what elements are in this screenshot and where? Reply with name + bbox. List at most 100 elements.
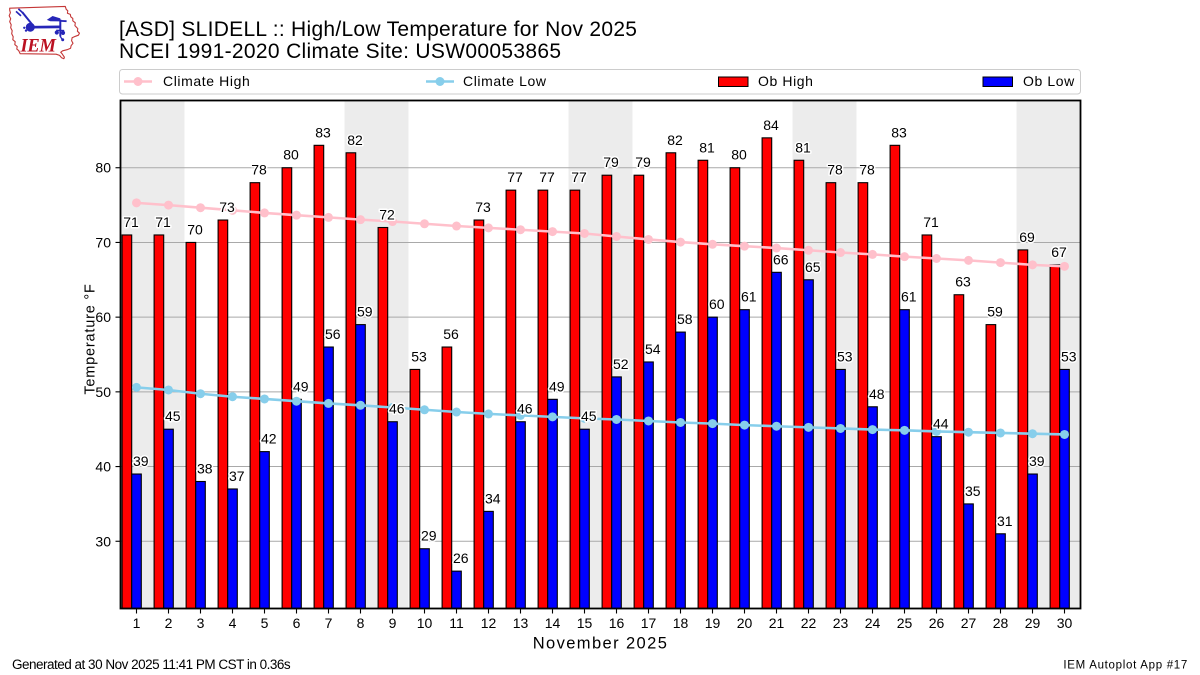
svg-text:63: 63 bbox=[955, 274, 971, 290]
svg-text:37: 37 bbox=[229, 468, 245, 484]
svg-text:70: 70 bbox=[95, 234, 111, 250]
svg-text:77: 77 bbox=[539, 169, 555, 185]
svg-text:70: 70 bbox=[187, 221, 203, 237]
svg-text:60: 60 bbox=[709, 296, 725, 312]
svg-text:[ASD] SLIDELL :: High/Low Temp: [ASD] SLIDELL :: High/Low Temperature fo… bbox=[119, 18, 637, 41]
svg-text:31: 31 bbox=[997, 513, 1013, 529]
svg-text:8: 8 bbox=[357, 615, 365, 631]
svg-text:6: 6 bbox=[293, 615, 301, 631]
svg-text:11: 11 bbox=[449, 615, 464, 631]
svg-text:82: 82 bbox=[347, 132, 363, 148]
svg-text:39: 39 bbox=[133, 453, 149, 469]
svg-text:38: 38 bbox=[197, 461, 213, 477]
svg-text:66: 66 bbox=[773, 251, 789, 267]
svg-text:5: 5 bbox=[261, 615, 269, 631]
svg-text:28: 28 bbox=[993, 615, 1009, 631]
svg-text:78: 78 bbox=[859, 162, 875, 178]
svg-text:50: 50 bbox=[95, 384, 111, 400]
svg-text:29: 29 bbox=[1025, 615, 1041, 631]
svg-text:Generated at 30 Nov 2025 11:41: Generated at 30 Nov 2025 11:41 PM CST in… bbox=[12, 657, 291, 672]
svg-text:59: 59 bbox=[987, 304, 1003, 320]
svg-text:71: 71 bbox=[123, 214, 139, 230]
svg-text:27: 27 bbox=[961, 615, 977, 631]
svg-text:IEM Autoplot App #17: IEM Autoplot App #17 bbox=[1063, 660, 1188, 672]
svg-text:77: 77 bbox=[507, 169, 523, 185]
svg-text:49: 49 bbox=[293, 378, 309, 394]
svg-text:59: 59 bbox=[357, 304, 373, 320]
svg-text:71: 71 bbox=[155, 214, 171, 230]
svg-text:56: 56 bbox=[443, 326, 459, 342]
svg-text:73: 73 bbox=[475, 199, 491, 215]
svg-text:16: 16 bbox=[609, 615, 625, 631]
svg-text:60: 60 bbox=[95, 309, 111, 325]
svg-text:29: 29 bbox=[421, 528, 437, 544]
svg-text:61: 61 bbox=[741, 289, 757, 305]
svg-text:20: 20 bbox=[737, 615, 753, 631]
svg-text:14: 14 bbox=[545, 615, 561, 631]
svg-text:Temperature °F: Temperature °F bbox=[83, 283, 99, 394]
svg-text:72: 72 bbox=[379, 207, 395, 223]
svg-text:79: 79 bbox=[635, 154, 651, 170]
svg-text:82: 82 bbox=[667, 132, 683, 148]
svg-text:77: 77 bbox=[571, 169, 587, 185]
svg-text:80: 80 bbox=[283, 147, 299, 163]
svg-text:67: 67 bbox=[1051, 244, 1067, 260]
svg-text:69: 69 bbox=[1019, 229, 1035, 245]
svg-text:22: 22 bbox=[801, 615, 817, 631]
svg-text:21: 21 bbox=[769, 615, 785, 631]
svg-text:45: 45 bbox=[165, 408, 181, 424]
svg-text:53: 53 bbox=[837, 348, 853, 364]
svg-text:NCEI 1991-2020 Climate Site: U: NCEI 1991-2020 Climate Site: USW00053865 bbox=[119, 40, 561, 63]
svg-text:26: 26 bbox=[453, 550, 469, 566]
svg-text:78: 78 bbox=[251, 162, 267, 178]
svg-text:80: 80 bbox=[731, 147, 747, 163]
svg-text:46: 46 bbox=[517, 401, 533, 417]
svg-text:November 2025: November 2025 bbox=[533, 635, 669, 653]
svg-text:83: 83 bbox=[315, 124, 331, 140]
svg-text:49: 49 bbox=[549, 378, 565, 394]
svg-text:Climate Low: Climate Low bbox=[463, 73, 547, 89]
svg-text:71: 71 bbox=[923, 214, 939, 230]
svg-text:15: 15 bbox=[577, 615, 593, 631]
svg-text:52: 52 bbox=[613, 356, 629, 372]
svg-text:IEM: IEM bbox=[20, 36, 57, 56]
svg-text:56: 56 bbox=[325, 326, 341, 342]
svg-text:83: 83 bbox=[891, 124, 907, 140]
svg-text:3: 3 bbox=[197, 615, 205, 631]
svg-text:12: 12 bbox=[481, 615, 497, 631]
svg-text:46: 46 bbox=[389, 401, 405, 417]
svg-text:25: 25 bbox=[897, 615, 913, 631]
svg-text:9: 9 bbox=[389, 615, 397, 631]
svg-text:26: 26 bbox=[929, 615, 945, 631]
svg-text:1: 1 bbox=[133, 615, 141, 631]
svg-text:39: 39 bbox=[1029, 453, 1045, 469]
svg-text:44: 44 bbox=[933, 416, 949, 432]
svg-text:10: 10 bbox=[417, 615, 433, 631]
svg-text:73: 73 bbox=[219, 199, 235, 215]
svg-text:65: 65 bbox=[805, 259, 821, 275]
svg-text:18: 18 bbox=[673, 615, 689, 631]
svg-text:84: 84 bbox=[763, 117, 779, 133]
svg-text:34: 34 bbox=[485, 490, 501, 506]
svg-text:79: 79 bbox=[603, 154, 619, 170]
svg-text:53: 53 bbox=[1061, 348, 1077, 364]
svg-text:30: 30 bbox=[95, 533, 111, 549]
svg-text:24: 24 bbox=[865, 615, 881, 631]
svg-text:81: 81 bbox=[795, 139, 811, 155]
svg-text:17: 17 bbox=[641, 615, 657, 631]
svg-text:42: 42 bbox=[261, 431, 277, 447]
svg-text:Ob Low: Ob Low bbox=[1023, 73, 1075, 89]
svg-text:19: 19 bbox=[705, 615, 721, 631]
svg-text:Climate High: Climate High bbox=[163, 73, 250, 89]
svg-text:7: 7 bbox=[325, 615, 333, 631]
svg-text:Ob High: Ob High bbox=[758, 73, 814, 89]
svg-text:61: 61 bbox=[901, 289, 917, 305]
svg-text:78: 78 bbox=[827, 162, 843, 178]
svg-text:45: 45 bbox=[581, 408, 597, 424]
svg-text:58: 58 bbox=[677, 311, 693, 327]
svg-text:2: 2 bbox=[165, 615, 173, 631]
svg-text:30: 30 bbox=[1057, 615, 1073, 631]
svg-text:81: 81 bbox=[699, 139, 715, 155]
svg-text:48: 48 bbox=[869, 386, 885, 402]
svg-text:80: 80 bbox=[95, 160, 111, 176]
